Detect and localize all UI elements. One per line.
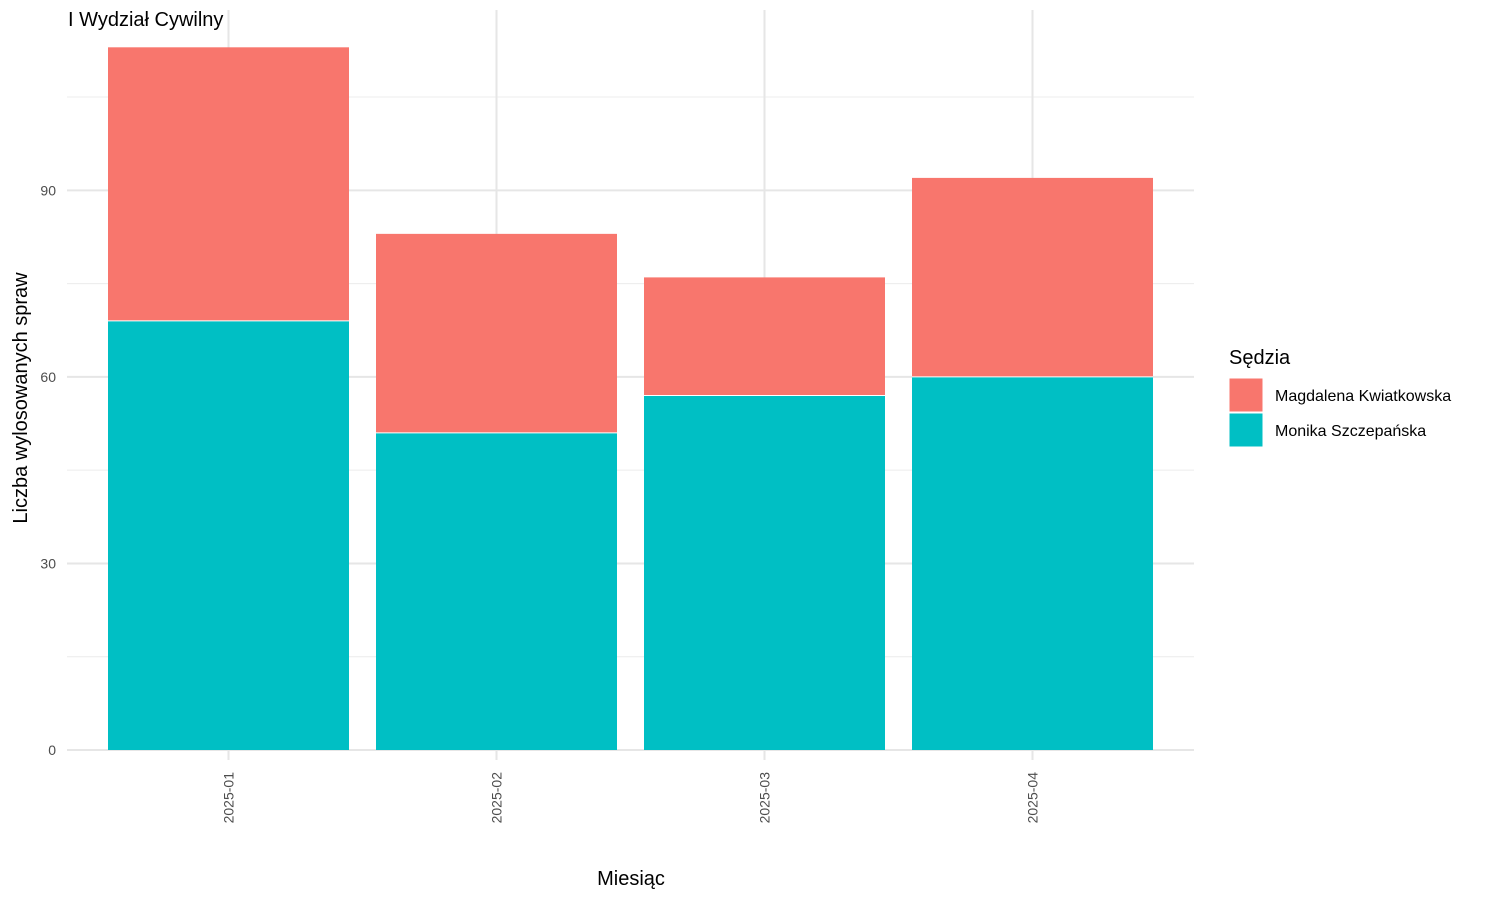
bar-segment	[912, 177, 1153, 377]
legend-entries: Magdalena Kwiatkowska Monika Szczepańska	[1228, 377, 1451, 448]
y-axis-ticks: 0 30 60 90	[40, 182, 56, 758]
legend-key	[1228, 412, 1264, 448]
bar-segment	[912, 376, 1153, 750]
y-tick-label: 30	[40, 555, 56, 571]
y-tick-label: 0	[48, 742, 56, 758]
y-tick-label: 90	[40, 182, 56, 198]
legend-label: Magdalena Kwiatkowska	[1275, 388, 1451, 405]
legend: Sędzia Magdalena Kwiatkowska Monika Szcze…	[1228, 347, 1451, 448]
bar-segment	[108, 47, 349, 321]
x-axis-title: Miesiąc	[597, 868, 665, 890]
bar-segment	[376, 432, 617, 750]
x-tick-label: 2025-04	[1025, 772, 1041, 824]
bar-segment	[376, 233, 617, 433]
y-axis-title: Liczba wylosowanych spraw	[10, 272, 32, 524]
legend-label: Monika Szczepańska	[1275, 423, 1426, 440]
legend-title: Sędzia	[1229, 347, 1291, 369]
x-tick-label: 2025-03	[757, 772, 773, 824]
bar-segment	[644, 277, 885, 396]
x-tick-label: 2025-02	[489, 772, 505, 824]
bar-segment	[108, 320, 349, 750]
bar-segment	[644, 395, 885, 750]
x-tick-label: 2025-01	[221, 772, 237, 824]
x-axis-ticks: 2025-01 2025-02 2025-03 2025-04	[221, 772, 1041, 824]
chart-title: I Wydział Cywilny	[68, 9, 223, 31]
bars	[108, 47, 1153, 750]
legend-key	[1228, 377, 1264, 413]
y-tick-label: 60	[40, 369, 56, 385]
